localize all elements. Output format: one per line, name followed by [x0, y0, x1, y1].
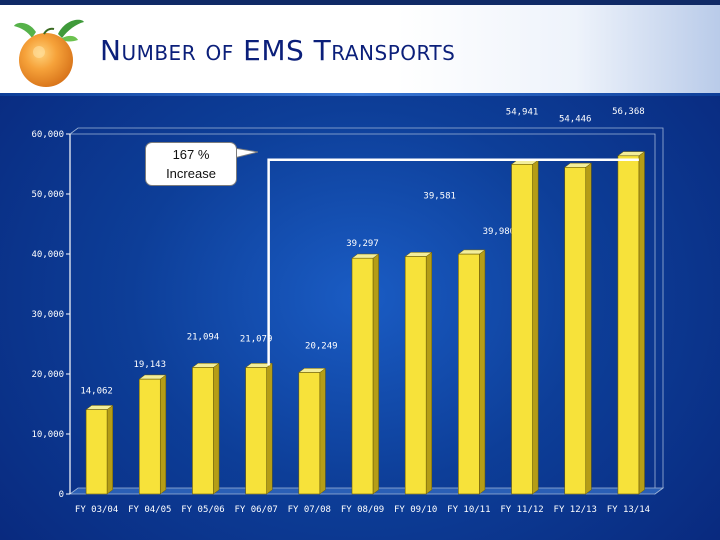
bar-value-label: 21,079 — [240, 335, 273, 345]
bar — [511, 164, 533, 495]
increase-callout: 167 % Increase — [145, 142, 237, 186]
title-band — [0, 0, 720, 96]
bar — [245, 367, 267, 495]
bar-value-label: 39,581 — [423, 192, 456, 202]
x-tick-label: FY 06/07 — [234, 505, 277, 515]
bar-value-label: 54,446 — [559, 114, 592, 124]
x-tick-label: FY 03/04 — [75, 505, 118, 515]
bar-value-label: 19,143 — [134, 360, 167, 370]
bar-side — [319, 367, 326, 495]
bar-side — [585, 162, 592, 495]
x-tick-label: FY 11/12 — [500, 505, 543, 515]
x-tick-label: FY 13/14 — [607, 505, 650, 515]
callout-label: Increase — [166, 166, 216, 181]
y-tick-label: 50,000 — [31, 190, 64, 200]
bar-value-label: 39,297 — [346, 239, 379, 249]
increase-bracket-line — [267, 158, 639, 366]
bar — [617, 155, 640, 495]
callout-pointer — [234, 147, 258, 159]
x-tick-label: FY 05/06 — [181, 505, 224, 515]
x-tick-label: FY 09/10 — [394, 505, 437, 515]
bar-side — [532, 159, 539, 495]
bar — [404, 256, 427, 495]
bar — [85, 409, 108, 495]
y-tick-label: 0 — [59, 490, 64, 500]
bar-side — [425, 251, 433, 495]
x-tick-label: FY 12/13 — [554, 505, 597, 515]
bar — [351, 257, 374, 495]
y-tick-label: 30,000 — [31, 310, 64, 320]
bar — [192, 367, 214, 495]
callout-percent: 167 % — [172, 147, 210, 162]
y-tick-label: 10,000 — [31, 430, 64, 440]
y-tick-label: 40,000 — [31, 250, 64, 260]
bar — [458, 253, 480, 495]
bar — [564, 167, 587, 495]
bar-value-label: 21,094 — [187, 332, 220, 342]
bar-side — [266, 362, 273, 495]
bar-value-label: 20,249 — [305, 342, 338, 352]
bar-side — [160, 374, 167, 495]
y-tick-label: 20,000 — [31, 370, 64, 380]
bar-side — [372, 253, 379, 495]
y-tick-label: 60,000 — [31, 130, 64, 140]
x-tick-label: FY 04/05 — [128, 505, 171, 515]
bar-side — [638, 151, 645, 495]
bar-side — [479, 249, 486, 495]
bar — [298, 372, 321, 495]
bar-side — [213, 362, 220, 495]
bar-value-label: 14,062 — [80, 387, 113, 397]
bar-side — [106, 404, 113, 495]
slide-title: Number of EMS Transports — [100, 34, 456, 67]
bar-value-label: 39,980 — [483, 227, 516, 237]
x-tick-label: FY 10/11 — [447, 505, 490, 515]
bar-value-label: 56,368 — [612, 107, 645, 117]
orange-icon — [14, 19, 84, 87]
bar — [138, 378, 161, 495]
x-tick-label: FY 07/08 — [288, 505, 331, 515]
bar-chart: 0 10,000 20,000 30,000 40,000 50,000 60,000 14,… — [31, 107, 665, 515]
x-tick-label: FY 08/09 — [341, 505, 384, 515]
bar-value-label: 54,941 — [506, 107, 539, 117]
